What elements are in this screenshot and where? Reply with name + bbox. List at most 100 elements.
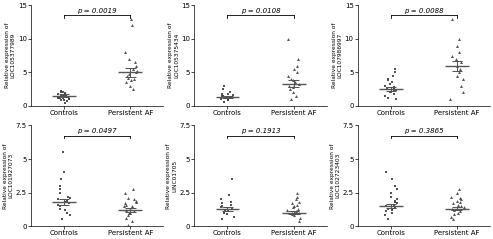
Point	[123, 74, 131, 78]
Point	[228, 207, 236, 211]
Point	[61, 170, 69, 174]
Point	[290, 204, 298, 208]
Point	[389, 74, 397, 78]
Point	[455, 50, 463, 54]
Point	[448, 17, 456, 21]
Point	[285, 84, 293, 88]
Point	[459, 91, 467, 94]
Point	[391, 67, 399, 71]
Point	[227, 200, 235, 204]
Point	[455, 37, 463, 41]
Point	[226, 95, 234, 99]
Point	[382, 209, 389, 213]
Point	[56, 97, 64, 100]
Y-axis label: Relative expression of
LINC01705: Relative expression of LINC01705	[166, 143, 177, 208]
Point	[57, 94, 65, 98]
Point	[224, 92, 232, 96]
Point	[390, 92, 398, 96]
Point	[383, 170, 390, 174]
Point	[121, 50, 129, 54]
Point	[122, 81, 130, 84]
Point	[449, 201, 457, 205]
Point	[222, 97, 230, 100]
Point	[133, 199, 141, 202]
Point	[124, 76, 132, 80]
Point	[292, 209, 300, 213]
Point	[54, 203, 62, 206]
Point	[128, 205, 136, 209]
Point	[384, 86, 391, 90]
Point	[55, 97, 63, 100]
Point	[128, 204, 136, 208]
Point	[67, 196, 74, 200]
Point	[454, 203, 462, 206]
Point	[225, 193, 233, 197]
Point	[453, 74, 461, 78]
Point	[62, 94, 70, 98]
Point	[127, 207, 135, 211]
Point	[286, 87, 294, 91]
Point	[293, 64, 301, 68]
Point	[121, 191, 129, 195]
Point	[122, 208, 130, 212]
Point	[217, 201, 225, 205]
Point	[130, 77, 138, 81]
Point	[453, 57, 460, 61]
Point	[295, 82, 303, 86]
Point	[390, 87, 398, 91]
Point	[218, 94, 226, 98]
Text: p = 0.0497: p = 0.0497	[77, 128, 117, 134]
Point	[448, 54, 456, 58]
Point	[384, 96, 392, 100]
Point	[388, 208, 396, 212]
Point	[122, 216, 130, 220]
Y-axis label: Relative expression of
LOC107986997: Relative expression of LOC107986997	[332, 23, 343, 88]
Point	[125, 211, 133, 215]
Point	[447, 195, 455, 198]
Point	[217, 97, 225, 101]
Point	[230, 215, 238, 219]
Point	[289, 85, 297, 89]
Point	[220, 100, 228, 104]
Point	[128, 219, 136, 223]
Point	[391, 200, 399, 204]
Point	[62, 200, 70, 204]
Point	[54, 92, 62, 96]
Point	[57, 98, 65, 102]
Point	[122, 203, 130, 206]
Point	[124, 196, 132, 200]
Point	[456, 196, 464, 200]
Point	[217, 197, 225, 201]
Point	[457, 60, 465, 64]
Point	[129, 87, 137, 91]
Point	[132, 71, 140, 74]
Point	[56, 204, 64, 208]
Point	[220, 96, 228, 100]
Point	[65, 195, 72, 198]
Point	[386, 82, 393, 86]
Point	[294, 57, 302, 61]
Point	[228, 177, 236, 181]
Point	[393, 197, 401, 201]
Point	[387, 195, 395, 198]
Point	[65, 201, 73, 205]
Point	[129, 187, 137, 190]
Point	[456, 71, 463, 74]
Point	[58, 177, 66, 181]
Point	[292, 197, 300, 201]
Point	[66, 97, 73, 101]
Point	[392, 201, 400, 205]
Point	[61, 92, 69, 96]
Point	[218, 204, 226, 208]
Point	[290, 67, 298, 71]
Point	[388, 81, 396, 84]
Point	[447, 215, 455, 219]
Point	[457, 204, 465, 208]
Point	[287, 97, 295, 101]
Point	[382, 204, 389, 208]
Point	[56, 187, 64, 190]
Point	[457, 197, 465, 201]
Point	[453, 64, 460, 68]
Point	[387, 91, 394, 94]
Y-axis label: Relative expression of
LOC101927073: Relative expression of LOC101927073	[3, 143, 14, 208]
